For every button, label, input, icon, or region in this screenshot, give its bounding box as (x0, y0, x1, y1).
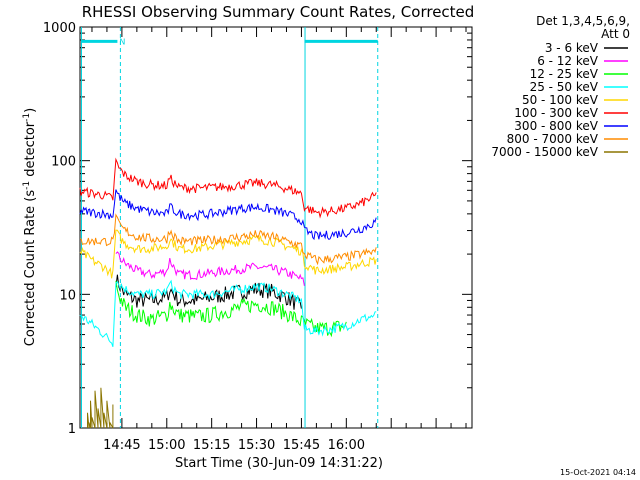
series-line (115, 251, 305, 286)
legend-label: 50 - 100 keV (522, 93, 599, 107)
y-axis-label: Corrected Count Rate (s-1 detector-1) (22, 108, 38, 346)
chart-title: RHESSI Observing Summary Count Rates, Co… (82, 3, 475, 21)
series-2 (115, 280, 347, 338)
series-line (79, 189, 377, 241)
x-tick-label: 14:45 (103, 438, 140, 453)
series-line (79, 213, 377, 266)
legend-label: 100 - 300 keV (514, 106, 598, 120)
timestamp: 15-Oct-2021 04:14 (560, 468, 636, 477)
y-axis-label-exp2: -1 (22, 113, 32, 122)
series-4 (79, 229, 377, 279)
series-line (87, 387, 114, 429)
series-8 (87, 387, 114, 429)
y-axis-label-main: Corrected Count Rate (s (23, 190, 38, 347)
legend-header-line1: Det 1,3,4,5,6,9, (536, 14, 630, 28)
series-7 (79, 213, 377, 266)
legend-label: 300 - 800 keV (514, 119, 598, 133)
x-tick-label: 15:45 (283, 438, 320, 453)
y-tick-labels: 1 10 100 1000 (43, 21, 76, 437)
series-5 (79, 157, 377, 219)
flag-label: N (119, 37, 125, 46)
series-line (115, 280, 347, 338)
y-tick-label: 10 (59, 288, 76, 303)
plot-area: N (79, 26, 473, 429)
series-line (79, 229, 377, 279)
series-line (79, 157, 377, 219)
legend-label: 7000 - 15000 keV (491, 145, 598, 159)
legend-label: 25 - 50 keV (530, 80, 599, 94)
series-3 (79, 279, 377, 347)
y-axis-label-mid: detector (23, 121, 38, 181)
series-6 (79, 189, 377, 241)
x-tick-label: 15:15 (193, 438, 230, 453)
y-axis-label-end: ) (23, 108, 38, 113)
x-tick-label: 15:30 (238, 438, 275, 453)
series-line (79, 279, 377, 347)
plot-frame (79, 26, 473, 429)
y-tick-label: 1000 (43, 21, 76, 36)
y-tick-label: 1 (68, 422, 76, 437)
legend-header-line2: Att 0 (601, 27, 630, 41)
series-line (115, 274, 302, 310)
legend-label: 12 - 25 keV (530, 67, 599, 81)
y-axis-label-exp1: -1 (22, 181, 32, 190)
x-axis-label: Start Time (30-Jun-09 14:31:22) (175, 456, 383, 471)
legend-label: 3 - 6 keV (545, 41, 599, 55)
x-tick-label: 15:00 (148, 438, 185, 453)
x-tick-labels: 14:45 15:00 15:15 15:30 15:45 16:00 (103, 438, 365, 453)
x-tick-label: 16:00 (328, 438, 365, 453)
series-0 (115, 274, 302, 310)
legend-label: 800 - 7000 keV (507, 132, 599, 146)
y-tick-label: 100 (51, 155, 76, 170)
series-1 (115, 251, 305, 286)
legend-label: 6 - 12 keV (537, 54, 599, 68)
